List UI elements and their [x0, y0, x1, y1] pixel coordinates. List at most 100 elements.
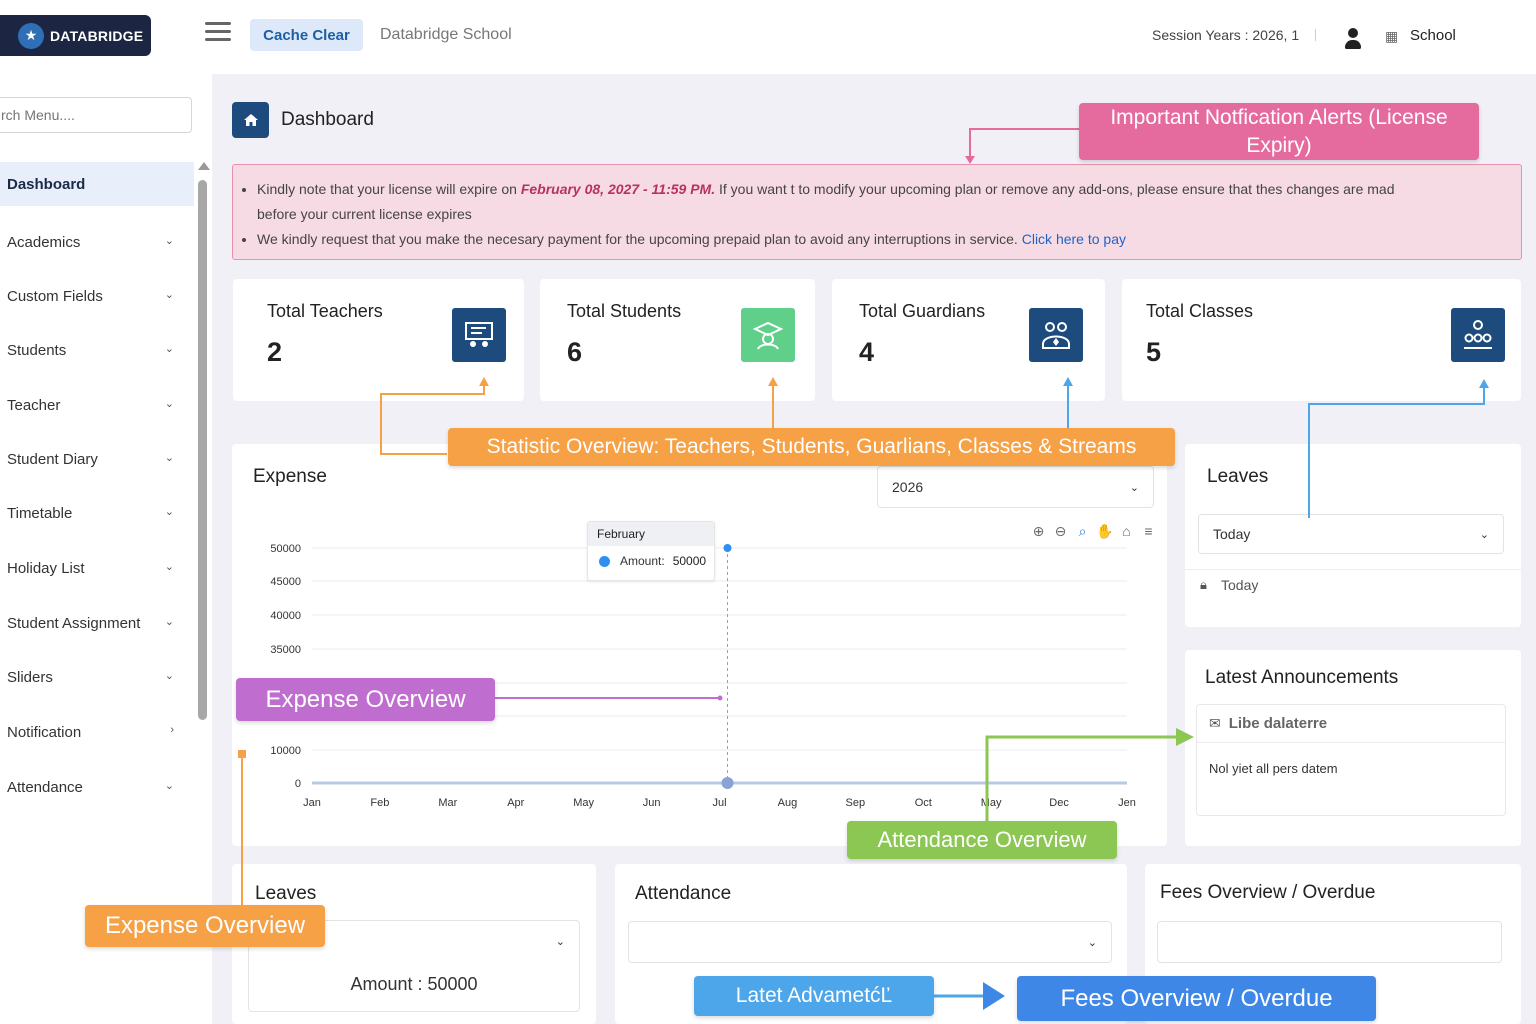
menu-toggle-icon[interactable] — [205, 22, 231, 42]
x-tick-label: Mar — [438, 797, 457, 809]
announcement-body: Nol yiet all pers datem — [1209, 761, 1338, 776]
x-tick-label: Feb — [370, 797, 389, 809]
x-tick-label: Apr — [507, 797, 524, 809]
annotation-attendance: Attendance Overview — [847, 821, 1117, 859]
chevron-down-icon: ⌄ — [164, 780, 174, 792]
stat-card-guardians[interactable]: Total Guardians 4 — [832, 279, 1105, 401]
guardians-icon — [1029, 308, 1083, 362]
session-years[interactable]: Session Years : 2026, 1 — [1152, 27, 1300, 43]
sidebar-item-sliders[interactable]: Sliders ⌄ — [0, 655, 194, 699]
chevron-down-icon: ⌄ — [164, 289, 174, 301]
leaves-period-select[interactable]: Today ⌄ — [1198, 514, 1504, 554]
chevron-down-icon: ⌄ — [1087, 936, 1097, 949]
license-expiry-notice: Kindly note that your license will expir… — [257, 177, 1497, 227]
tooltip-title: February — [588, 522, 714, 546]
user-profile-icon[interactable] — [1344, 28, 1362, 50]
zoom-out-icon[interactable]: ⊖ — [1054, 523, 1067, 539]
license-expiry-date: February 08, 2027 - 11:59 PM. — [520, 181, 716, 197]
chart-menu-icon[interactable]: ≡ — [1144, 523, 1153, 539]
x-tick-label: Jul — [712, 797, 726, 809]
sidebar-item-student-assignment[interactable]: Student Assignment ⌄ — [0, 601, 194, 645]
sidebar-item-students[interactable]: Students ⌄ — [0, 328, 194, 372]
sidebar-item-attendance[interactable]: Attendance ⌄ — [0, 765, 194, 809]
sidebar-item-teacher[interactable]: Teacher ⌄ — [0, 383, 194, 427]
sidebar-item-label: Attendance — [7, 778, 83, 796]
stat-label: Total Guardians — [859, 301, 986, 321]
stat-card-teachers[interactable]: Total Teachers 2 — [233, 279, 524, 401]
top-bar: ★ DATABRIDGE Cache Clear Databridge Scho… — [0, 0, 1536, 74]
y-tick-label: 0 — [295, 778, 301, 790]
school-building-icon: ▦ — [1385, 28, 1399, 44]
attendance-select[interactable]: ⌄ — [628, 921, 1112, 963]
chevron-down-icon: ⌄ — [164, 235, 174, 247]
school-name: Databridge School — [380, 26, 512, 43]
sidebar-item-academics[interactable]: Academics ⌄ — [0, 220, 194, 264]
stat-value: 6 — [567, 337, 583, 367]
class-group-icon — [1451, 308, 1505, 362]
search-menu-input[interactable] — [0, 97, 192, 133]
x-tick-label: Dec — [1049, 797, 1069, 809]
chevron-down-icon: ⌄ — [555, 936, 565, 948]
pan-hand-icon[interactable]: ✋ — [1096, 523, 1114, 539]
stat-card-students[interactable]: Total Students 6 — [540, 279, 815, 401]
sidebar-item-dashboard[interactable]: Dashboard — [0, 162, 194, 206]
lock-icon: 🔒︎ — [1200, 577, 1207, 592]
cache-clear-button[interactable]: Cache Clear — [250, 19, 363, 51]
y-tick-label: 10000 — [270, 745, 301, 757]
x-tick-label: Jun — [643, 797, 661, 809]
stat-value: 5 — [1146, 337, 1162, 367]
sidebar-item-holiday-list[interactable]: Holiday List ⌄ — [0, 546, 194, 590]
reset-home-icon[interactable]: ⌂ — [1122, 523, 1131, 539]
stat-label: Total Students — [567, 301, 682, 321]
announcement-title: Libe dalaterre — [1228, 715, 1328, 732]
sidebar-item-custom-fields[interactable]: Custom Fields ⌄ — [0, 274, 194, 318]
chevron-down-icon: ⌄ — [164, 452, 174, 464]
attendance-title: Attendance — [635, 883, 732, 904]
sidebar-item-label: Teacher — [7, 396, 61, 414]
sidebar-item-label: Students — [7, 341, 67, 359]
license-alert: Kindly note that your license will expir… — [232, 164, 1522, 260]
chevron-down-icon: ⌄ — [164, 616, 174, 628]
x-tick-label: Sep — [846, 797, 866, 809]
stat-label: Total Teachers — [267, 301, 383, 321]
app-logo[interactable]: ★ DATABRIDGE — [0, 15, 151, 56]
zoom-select-icon[interactable]: ⌕ — [1078, 523, 1087, 539]
sidebar: Dashboard Academics ⌄ Custom Fields ⌄ Stud… — [0, 74, 212, 1024]
chevron-down-icon: ⌄ — [1479, 528, 1489, 541]
home-icon[interactable] — [232, 102, 269, 138]
sidebar-item-timetable[interactable]: Timetable ⌄ — [0, 491, 194, 535]
sidebar-item-label: Student Diary — [7, 450, 98, 468]
school-link[interactable]: School — [1410, 27, 1456, 44]
pay-link[interactable]: Click here to pay — [1021, 231, 1126, 247]
expense-title: Expense — [253, 466, 327, 487]
scrollbar-thumb[interactable] — [198, 180, 207, 720]
annotation-alerts: Important Notfication Alerts (License Ex… — [1079, 103, 1479, 160]
sidebar-item-label: Student Assignment — [7, 614, 141, 632]
sidebar-item-notification[interactable]: Notification › — [0, 710, 194, 754]
payment-notice: We kindly request that you make the nece… — [257, 227, 1497, 252]
page-title: Dashboard — [281, 109, 374, 130]
series-point — [721, 777, 734, 789]
sidebar-item-label: Timetable — [7, 504, 73, 522]
sidebar-item-student-diary[interactable]: Student Diary ⌄ — [0, 437, 194, 481]
chevron-down-icon: ⌄ — [164, 343, 174, 355]
graduate-icon — [741, 308, 795, 362]
annotation-latest: Latet AdvametćĽ — [694, 976, 934, 1016]
announcement-item[interactable]: ✉ Libe dalaterre Nol yiet all pers datem — [1196, 704, 1506, 816]
sidebar-item-label: Academics — [7, 233, 81, 251]
teacher-board-icon — [452, 308, 506, 362]
expense-year-select[interactable]: 2026 ⌄ — [877, 466, 1154, 508]
logo-text: DATABRIDGE — [50, 27, 144, 44]
chart-tooltip: February Amount: 50000 — [587, 521, 715, 581]
annotation-statistics: Statistic Overview: Teachers, Students, … — [448, 428, 1175, 466]
stat-label: Total Classes — [1146, 301, 1254, 321]
leaves-title: Leaves — [1207, 466, 1269, 487]
x-tick-label: May — [573, 797, 594, 809]
chevron-down-icon: ⌄ — [164, 506, 174, 518]
stat-card-classes[interactable]: Total Classes 5 — [1122, 279, 1521, 401]
scroll-up-icon[interactable] — [198, 162, 210, 170]
zoom-in-icon[interactable]: ⊕ — [1032, 523, 1045, 539]
sidebar-scrollbar[interactable] — [198, 162, 210, 722]
fees-select[interactable] — [1157, 921, 1502, 963]
